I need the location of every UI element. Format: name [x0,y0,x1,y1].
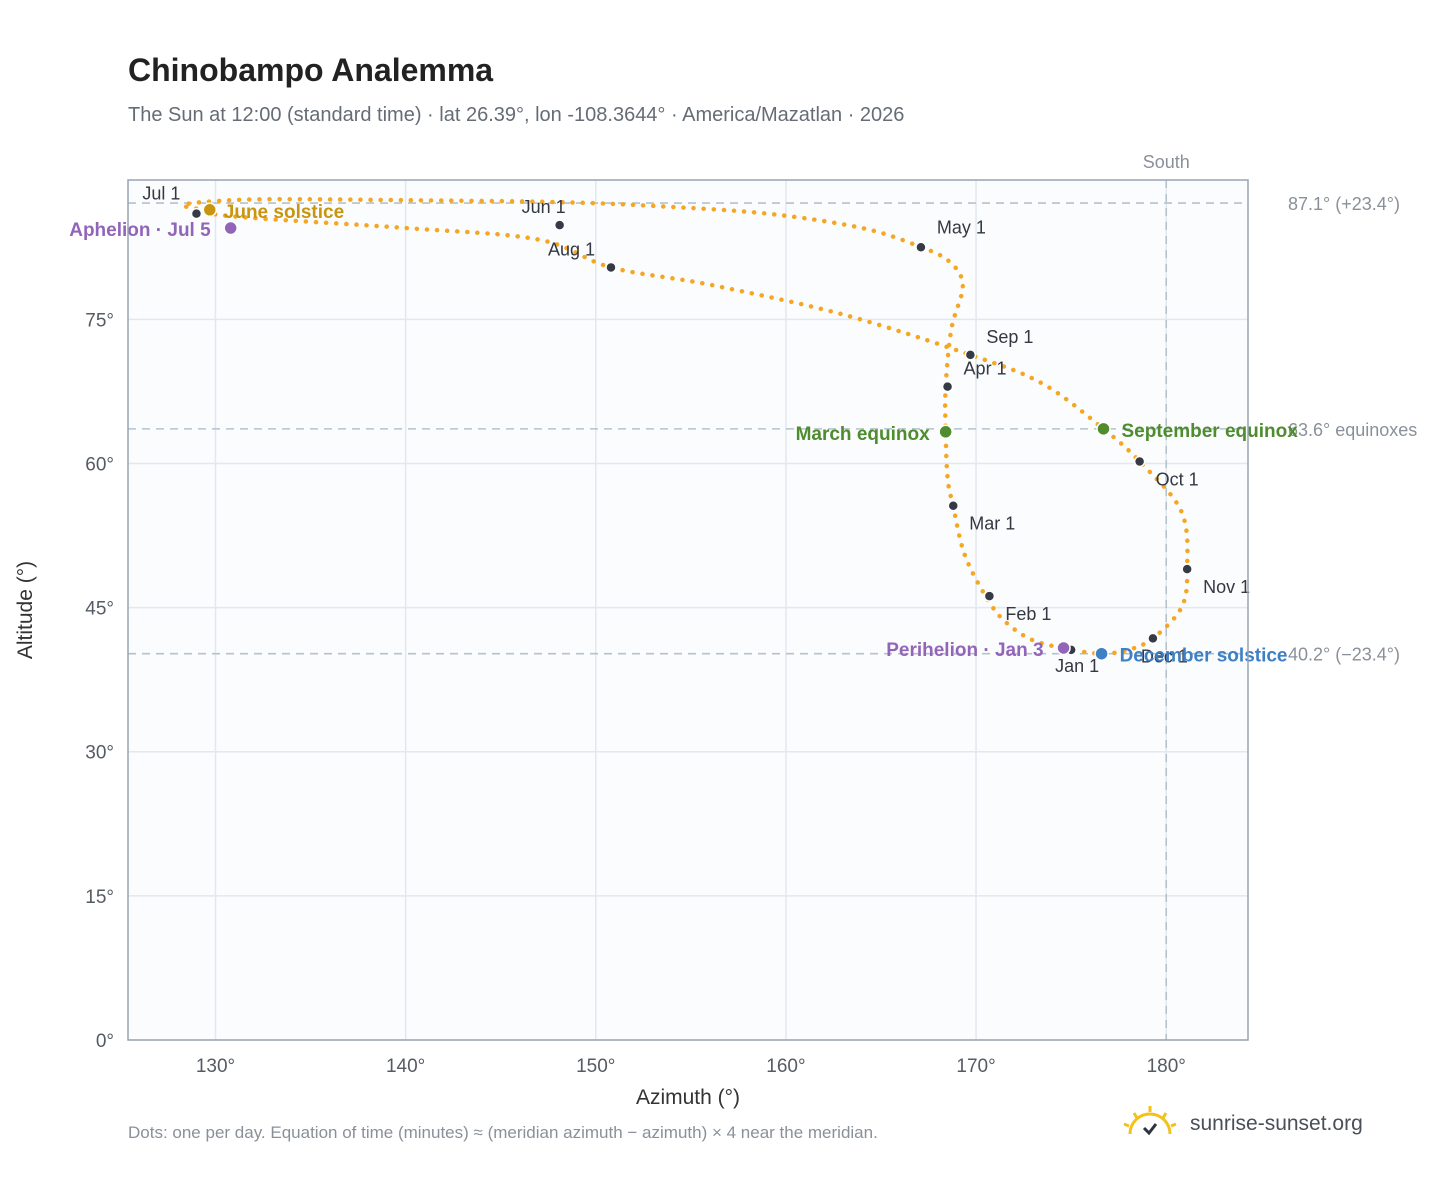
y-tick-label: 45° [85,599,114,620]
plot-frame [127,179,1249,1041]
month-label: Dec 1 [1141,646,1188,666]
month-marker [964,349,977,361]
y-tick-label: 30° [85,743,114,764]
x-axis-label: Azimuth (°) [636,1086,740,1109]
month-label: Aug 1 [548,239,595,259]
event-marker [202,202,218,218]
month-label: Sep 1 [986,327,1033,347]
event-marker [1094,646,1109,661]
meridian-label: South [1143,152,1190,172]
x-tick-label: 150° [576,1056,615,1077]
month-marker [1181,563,1193,575]
reference-line-label: 63.6° equinoxes [1288,420,1417,440]
month-marker [915,241,927,254]
footnote: Dots: one per day. Equation of time (min… [128,1123,878,1142]
month-marker [941,380,954,393]
y-axis-label: Altitude (°) [14,561,37,659]
x-tick-label: 130° [196,1056,235,1077]
month-label: May 1 [937,217,986,237]
brand[interactable]: sunrise-sunset.org [1120,1104,1363,1144]
event-label: Perihelion · Jan 3 [886,640,1043,661]
event-label: March equinox [796,424,931,445]
month-marker [1133,455,1146,468]
y-tick-label: 15° [85,887,114,908]
y-tick-label: 0° [96,1031,114,1052]
month-label: Mar 1 [969,514,1015,534]
month-label: Jan 1 [1055,656,1099,676]
reference-line-label: 40.2° (−23.4°) [1288,645,1400,665]
sun-logo-icon [1123,1106,1177,1136]
month-marker [190,207,203,220]
month-label: Jun 1 [522,197,566,217]
markers [190,202,1193,661]
x-tick-label: 170° [956,1056,995,1077]
chart-subtitle: The Sun at 12:00 (standard time) · lat 2… [128,104,905,126]
month-marker [605,261,617,274]
month-marker [553,219,566,231]
event-label: June solstice [224,202,344,223]
event-label: December solstice [1120,646,1288,667]
x-tick-label: 180° [1147,1056,1186,1077]
event-label: Aphelion · Jul 5 [69,220,211,241]
reference-lines: 87.1° (+23.4°) 63.6° equinoxes 40.2° (−23.… [128,152,1417,1040]
month-label: Apr 1 [964,359,1007,379]
y-tick-label: 60° [85,454,114,475]
event-marker [1096,421,1111,437]
event-marker [223,220,238,236]
x-tick-label: 160° [766,1056,805,1077]
brand-name: sunrise-sunset.org [1190,1112,1363,1135]
month-label: Jul 1 [142,184,180,204]
x-tick-label: 140° [386,1056,425,1077]
month-marker [983,590,996,602]
reference-line-label: 87.1° (+23.4°) [1288,194,1400,214]
axes: 130° 140° 150° 160° 170° 180° 0° 15° 30° 45° 60° 75… [14,310,1186,1109]
plot-area [128,180,1248,1040]
month-label: Oct 1 [1156,470,1199,490]
event-marker [1056,640,1071,656]
y-tick-label: 75° [85,310,114,331]
event-label: September equinox [1121,421,1298,442]
month-marker [1147,632,1159,645]
marker-labels: Jan 1 Feb 1 Mar 1 Apr 1 May 1 Jun 1 Jul 1 Aug 1… [69,184,1298,676]
month-label: Nov 1 [1203,577,1250,597]
chart-title: Chinobampo Analemma [128,52,494,88]
event-marker [938,424,953,440]
month-label: Feb 1 [1005,604,1051,624]
month-marker [947,499,960,512]
